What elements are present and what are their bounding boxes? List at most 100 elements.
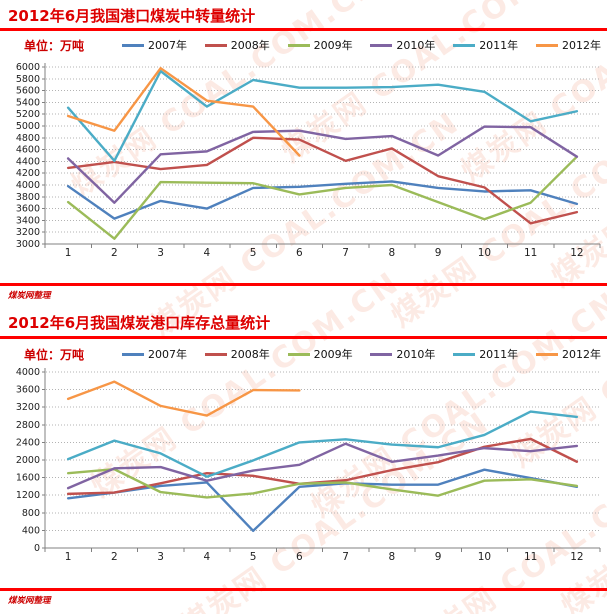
x-axis-tick-label: 8 bbox=[389, 551, 396, 563]
legend-label: 2010年 bbox=[396, 348, 436, 361]
legend-item-2008年: 2008年 bbox=[204, 37, 270, 53]
y-axis-tick-label: 4400 bbox=[16, 156, 40, 167]
section2-end-rule bbox=[0, 588, 607, 591]
legend-label: 2008年 bbox=[230, 348, 270, 361]
y-axis-tick-label: 3800 bbox=[16, 192, 40, 203]
chart2-unit-label: 单位：万吨 bbox=[24, 348, 85, 362]
y-axis-tick-label: 5600 bbox=[16, 86, 40, 97]
series-line-2010年 bbox=[66, 442, 579, 490]
x-axis-tick-label: 11 bbox=[524, 551, 537, 563]
legend-label: 2012年 bbox=[561, 39, 601, 52]
x-axis-tick-label: 6 bbox=[296, 247, 303, 259]
y-axis-tick-label: 2800 bbox=[16, 420, 40, 431]
x-axis-tick-label: 7 bbox=[342, 551, 349, 563]
x-axis-tick-label: 10 bbox=[478, 247, 491, 259]
x-axis-tick-label: 10 bbox=[478, 551, 491, 563]
title2-rule bbox=[0, 336, 607, 339]
legend-label: 2012年 bbox=[561, 348, 601, 361]
legend-line-swatch bbox=[122, 43, 144, 47]
legend-item-2010年: 2010年 bbox=[370, 346, 435, 362]
x-axis-tick-label: 6 bbox=[296, 551, 303, 563]
chart1-source-label: 煤炭网整理 bbox=[8, 291, 51, 301]
x-axis-tick-label: 1 bbox=[65, 551, 72, 563]
chart2-source-label: 煤炭网整理 bbox=[8, 596, 51, 606]
series-line-2011年 bbox=[66, 410, 579, 478]
legend-label: 2009年 bbox=[313, 39, 353, 52]
legend-line-swatch bbox=[453, 43, 476, 47]
chart1-legend: 2007年 2008年 2009年 2010年 2011年 2012年 bbox=[122, 37, 601, 53]
y-axis-tick-label: 3000 bbox=[16, 239, 40, 250]
x-axis-tick-label: 9 bbox=[435, 551, 442, 563]
legend-line-swatch bbox=[287, 352, 310, 356]
y-axis-tick-label: 4600 bbox=[16, 145, 40, 156]
x-axis-tick-label: 2 bbox=[111, 247, 118, 259]
y-axis-tick-label: 2000 bbox=[16, 455, 40, 466]
x-axis-tick-label: 1 bbox=[65, 247, 72, 259]
legend-item-2008年: 2008年 bbox=[204, 346, 270, 362]
y-axis-tick-label: 5400 bbox=[16, 97, 40, 108]
x-axis-tick-label: 5 bbox=[250, 247, 257, 259]
legend-item-2012年: 2012年 bbox=[535, 346, 601, 362]
y-axis-tick-label: 1600 bbox=[16, 473, 40, 484]
legend-item-2012年: 2012年 bbox=[535, 37, 601, 53]
y-axis-tick-label: 4200 bbox=[16, 168, 40, 179]
x-axis-tick-label: 5 bbox=[250, 551, 257, 563]
x-axis-tick-label: 11 bbox=[524, 247, 537, 259]
series-line-2012年 bbox=[66, 66, 301, 157]
y-axis-tick-label: 800 bbox=[22, 508, 40, 519]
legend-item-2011年: 2011年 bbox=[453, 37, 518, 53]
x-axis-tick-label: 9 bbox=[435, 247, 442, 259]
legend-item-2009年: 2009年 bbox=[287, 37, 353, 53]
y-axis-tick-label: 5000 bbox=[16, 121, 40, 132]
title1-rule bbox=[0, 28, 607, 31]
legend-line-swatch bbox=[370, 352, 393, 356]
series-line-2010年 bbox=[66, 125, 579, 204]
y-axis-tick-label: 4000 bbox=[16, 180, 40, 191]
legend-item-2009年: 2009年 bbox=[287, 346, 353, 362]
chart1-plot: 3000320034003600380040004200440046004800… bbox=[16, 62, 601, 259]
legend-item-2010年: 2010年 bbox=[370, 37, 435, 53]
legend-label: 2007年 bbox=[148, 348, 187, 361]
series-line-2008年 bbox=[66, 136, 579, 225]
section1-end-rule bbox=[0, 283, 607, 286]
y-axis-tick-label: 2400 bbox=[16, 437, 40, 448]
y-axis-tick-label: 5200 bbox=[16, 109, 40, 120]
y-axis-tick-label: 3600 bbox=[16, 385, 40, 396]
legend-label: 2011年 bbox=[479, 39, 519, 52]
x-axis-tick-label: 8 bbox=[389, 247, 396, 259]
y-axis-tick-label: 3200 bbox=[16, 402, 40, 413]
legend-line-swatch bbox=[204, 43, 227, 47]
legend-item-2011年: 2011年 bbox=[453, 346, 518, 362]
y-axis-tick-label: 6000 bbox=[16, 62, 40, 73]
series-line-2007年 bbox=[66, 468, 579, 533]
legend-label: 2009年 bbox=[313, 348, 353, 361]
y-axis-tick-label: 4000 bbox=[16, 367, 40, 378]
y-axis-tick-label: 3400 bbox=[16, 215, 40, 226]
x-axis-tick-label: 12 bbox=[570, 247, 583, 259]
legend-label: 2011年 bbox=[479, 348, 519, 361]
series-line-2009年 bbox=[66, 155, 579, 240]
chart2-title: 2012年6月我国煤炭港口库存总量统计 bbox=[8, 314, 271, 332]
legend-line-swatch bbox=[535, 43, 558, 47]
legend-label: 2007年 bbox=[148, 39, 187, 52]
x-axis-tick-label: 4 bbox=[204, 247, 211, 259]
series-line-2011年 bbox=[66, 69, 579, 163]
x-axis-tick-label: 7 bbox=[342, 247, 349, 259]
legend-line-swatch bbox=[122, 352, 144, 356]
series-line-2007年 bbox=[66, 180, 579, 220]
y-axis-tick-label: 0 bbox=[34, 543, 40, 554]
y-axis-tick-label: 1200 bbox=[16, 490, 40, 501]
x-axis-tick-label: 12 bbox=[570, 551, 583, 563]
legend-item-2007年: 2007年 bbox=[122, 37, 187, 53]
y-axis-tick-label: 400 bbox=[22, 525, 40, 536]
chart1-unit-label: 单位：万吨 bbox=[24, 39, 85, 53]
legend-line-swatch bbox=[370, 43, 393, 47]
legend-item-2007年: 2007年 bbox=[122, 346, 187, 362]
legend-line-swatch bbox=[535, 352, 558, 356]
legend-line-swatch bbox=[453, 352, 476, 356]
x-axis-tick-label: 4 bbox=[204, 551, 211, 563]
chart2-plot: 0 400 800 1200 1600 2000 2400 2800 3200 3600 4000 1… bbox=[16, 367, 601, 563]
y-axis-tick-label: 4800 bbox=[16, 133, 40, 144]
